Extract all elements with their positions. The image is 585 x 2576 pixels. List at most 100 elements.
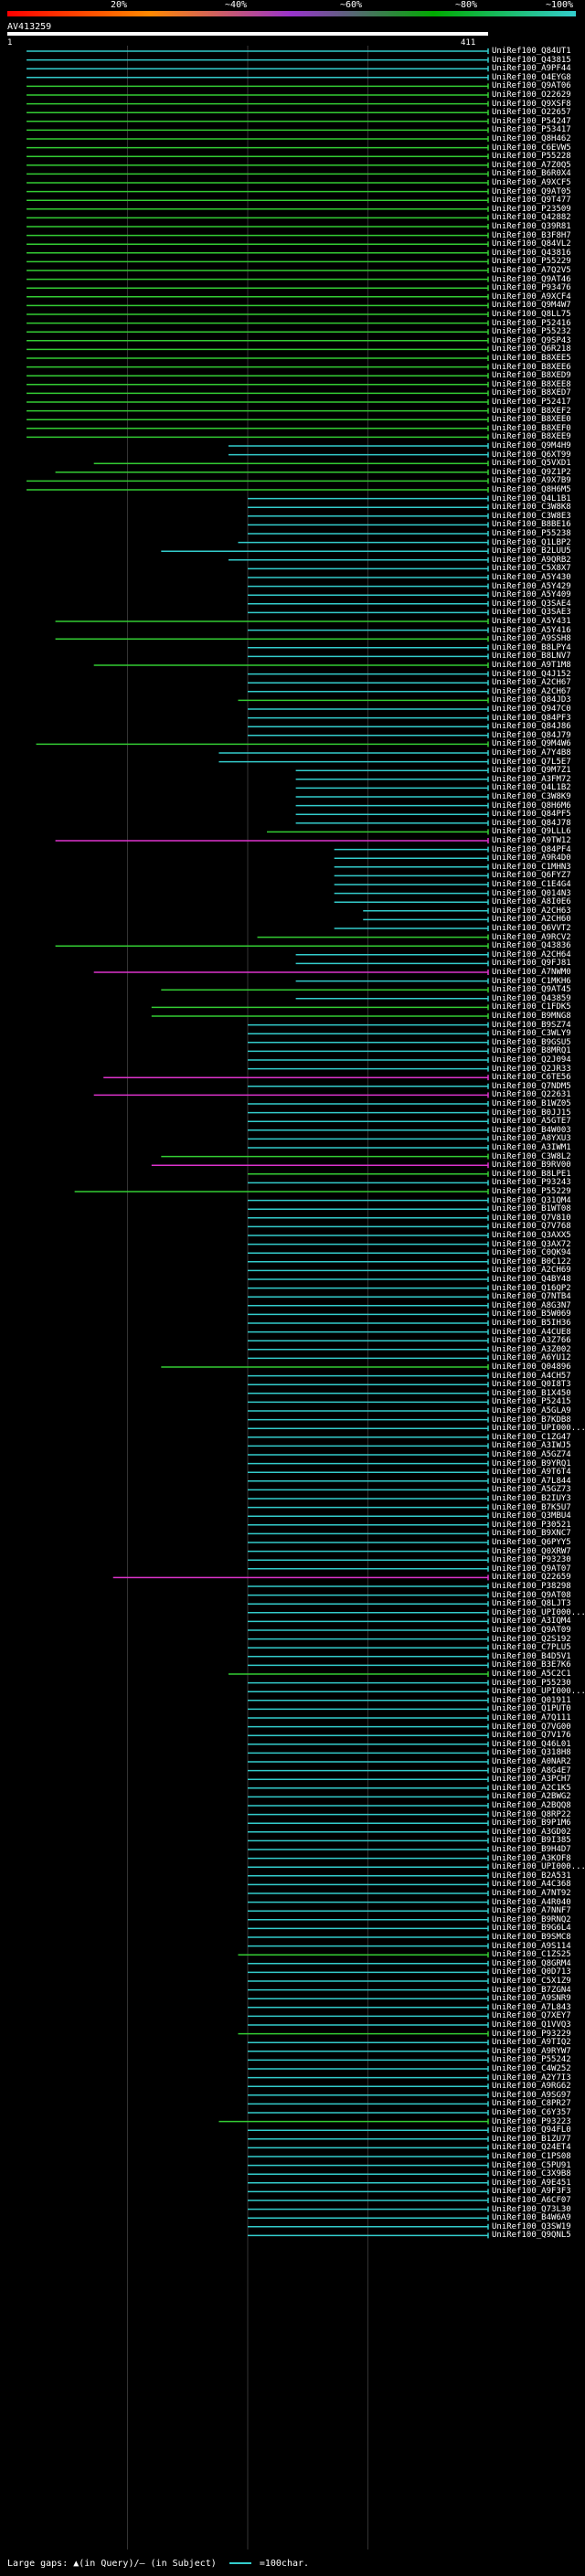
hit-label[interactable]: UniRef100_Q8LJT3 (492, 1599, 571, 1609)
hit-label[interactable]: UniRef100_Q9Z1P2 (492, 467, 571, 477)
hit-label[interactable]: UniRef100_B9GSU5 (492, 1037, 571, 1047)
hit-label[interactable]: UniRef100_C5X1Z9 (492, 1977, 571, 1986)
hit-label[interactable]: UniRef100_B8XEE9 (492, 432, 571, 442)
hit-label[interactable]: UniRef100_Q1PUT0 (492, 1704, 571, 1714)
hit-label[interactable]: UniRef100_Q84JD3 (492, 695, 571, 705)
hit-label[interactable]: UniRef100_Q6PYY5 (492, 1538, 571, 1547)
hit-label[interactable]: UniRef100_P54247 (492, 116, 571, 126)
hit-label[interactable]: UniRef100_A3KOF8 (492, 1853, 571, 1863)
hit-label[interactable]: UniRef100_Q84J79 (492, 730, 571, 740)
hit-label[interactable]: UniRef100_Q4L1B1 (492, 493, 571, 504)
hit-label[interactable]: UniRef100_Q9AT06 (492, 81, 571, 91)
hit-label[interactable]: UniRef100_A8G3N7 (492, 1300, 571, 1310)
hit-label[interactable]: UniRef100_Q6FYZ7 (492, 871, 571, 881)
hit-label[interactable]: UniRef100_Q43836 (492, 941, 571, 951)
hit-label[interactable]: UniRef100_A8YXU3 (492, 1134, 571, 1144)
hit-label[interactable]: UniRef100_Q43816 (492, 248, 571, 258)
hit-label[interactable]: UniRef100_A5Y429 (492, 581, 571, 591)
hit-label[interactable]: UniRef100_B2IUY3 (492, 1494, 571, 1503)
hit-label[interactable]: UniRef100_Q84UT1 (492, 47, 571, 56)
hit-label[interactable]: UniRef100_A3IQM4 (492, 1617, 571, 1627)
hit-label[interactable]: UniRef100_B1X450 (492, 1388, 571, 1398)
hit-label[interactable]: UniRef100_Q9LLL6 (492, 827, 571, 837)
hit-label[interactable]: UniRef100_B8XEE5 (492, 354, 571, 363)
hit-label[interactable]: UniRef100_A7Q111 (492, 1713, 571, 1723)
hit-label[interactable]: UniRef100_A6CF07 (492, 2196, 571, 2205)
hit-label[interactable]: UniRef100_Q73L30 (492, 2204, 571, 2214)
hit-label[interactable]: UniRef100_A7L843 (492, 2002, 571, 2012)
hit-label[interactable]: UniRef100_Q0I8T3 (492, 1380, 571, 1390)
hit-label[interactable]: UniRef100_A7Q2V5 (492, 266, 571, 275)
hit-label[interactable]: UniRef100_A3Z002 (492, 1344, 571, 1354)
hit-label[interactable]: UniRef100_Q7VG00 (492, 1722, 571, 1732)
hit-label[interactable]: UniRef100_A2C1K5 (492, 1783, 571, 1793)
hit-label[interactable]: UniRef100_P55242 (492, 2055, 571, 2065)
hit-label[interactable]: UniRef100_P53417 (492, 125, 571, 135)
hit-label[interactable]: UniRef100_A5GLA9 (492, 1406, 571, 1415)
hit-label[interactable]: UniRef100_Q0D713 (492, 1967, 571, 1977)
hit-label[interactable]: UniRef100_Q84PF3 (492, 713, 571, 723)
hit-label[interactable]: UniRef100_Q0XRW7 (492, 1546, 571, 1556)
hit-label[interactable]: UniRef100_P52415 (492, 1397, 571, 1407)
hit-label[interactable]: UniRef100_P30521 (492, 1520, 571, 1530)
hit-label[interactable]: UniRef100_A2CH64 (492, 949, 571, 959)
hit-label[interactable]: UniRef100_Q9M4H9 (492, 441, 571, 451)
hit-label[interactable]: UniRef100_A9XCF4 (492, 292, 571, 302)
hit-label[interactable]: UniRef100_Q9AT08 (492, 1590, 571, 1600)
hit-label[interactable]: UniRef100_A9T6T4 (492, 1468, 571, 1478)
hit-label[interactable]: UniRef100_P55228 (492, 152, 571, 162)
hit-label[interactable]: UniRef100_A6YU12 (492, 1353, 571, 1363)
hit-label[interactable]: UniRef100_A9SNR9 (492, 1994, 571, 2004)
hit-label[interactable]: UniRef100_A8I0E6 (492, 897, 571, 907)
hit-label[interactable]: UniRef100_Q1VVQ3 (492, 2020, 571, 2030)
hit-label[interactable]: UniRef100_B8LPY4 (492, 642, 571, 652)
hit-label[interactable]: UniRef100_O4EYG8 (492, 72, 571, 82)
hit-label[interactable]: UniRef100_Q01911 (492, 1695, 571, 1705)
hit-label[interactable]: UniRef100_A3IWJ5 (492, 1441, 571, 1451)
hit-label[interactable]: UniRef100_B4W003 (492, 1125, 571, 1135)
hit-label[interactable]: UniRef100_P93476 (492, 283, 571, 293)
hit-label[interactable]: UniRef100_B9I385 (492, 1836, 571, 1846)
hit-label[interactable]: UniRef100_Q8H6M6 (492, 800, 571, 811)
hit-label[interactable]: UniRef100_C0QK94 (492, 1248, 571, 1258)
hit-label[interactable]: UniRef100_P93223 (492, 2116, 571, 2126)
hit-label[interactable]: UniRef100_B1WT08 (492, 1204, 571, 1214)
hit-label[interactable]: UniRef100_P93229 (492, 2029, 571, 2039)
hit-label[interactable]: UniRef100_Q2JR33 (492, 1064, 571, 1074)
hit-label[interactable]: UniRef100_Q8RP22 (492, 1809, 571, 1819)
hit-label[interactable]: UniRef100_Q4J152 (492, 669, 571, 679)
hit-label[interactable]: UniRef100_Q7V176 (492, 1731, 571, 1741)
hit-label[interactable]: UniRef100_A3PCH7 (492, 1775, 571, 1785)
hit-label[interactable]: UniRef100_Q7NDM5 (492, 1081, 571, 1091)
hit-label[interactable]: UniRef100_B8XEF0 (492, 423, 571, 433)
hit-label[interactable]: UniRef100_Q9M7Z1 (492, 766, 571, 776)
hit-label[interactable]: UniRef100_C3WLY9 (492, 1029, 571, 1039)
hit-label[interactable]: UniRef100_C3W8K8 (492, 503, 571, 513)
hit-label[interactable]: UniRef100_B8LNV7 (492, 652, 571, 662)
hit-label[interactable]: UniRef100_A9TW12 (492, 836, 571, 845)
hit-label[interactable]: UniRef100_B9SZ74 (492, 1020, 571, 1030)
hit-label[interactable]: UniRef100_Q7NTB4 (492, 1292, 571, 1302)
hit-label[interactable]: UniRef100_A5GZ74 (492, 1450, 571, 1459)
hit-label[interactable]: UniRef100_Q43859 (492, 993, 571, 1003)
hit-label[interactable]: UniRef100_P55230 (492, 1678, 571, 1688)
hit-label[interactable]: UniRef100_Q9QNL5 (492, 2231, 571, 2241)
hit-label[interactable]: UniRef100_P38298 (492, 1582, 571, 1591)
hit-label[interactable]: UniRef100_B3E7K6 (492, 1660, 571, 1670)
hit-label[interactable]: UniRef100_Q3SAE4 (492, 599, 571, 609)
hit-label[interactable]: UniRef100_Q84J78 (492, 818, 571, 828)
hit-label[interactable]: UniRef100_Q84J86 (492, 722, 571, 732)
hit-label[interactable]: UniRef100_Q9AT46 (492, 274, 571, 284)
hit-label[interactable]: UniRef100_B0C122 (492, 1256, 571, 1267)
hit-label[interactable]: UniRef100_Q7V810 (492, 1213, 571, 1223)
hit-label[interactable]: UniRef100_A3IWM1 (492, 1143, 571, 1152)
hit-label[interactable]: UniRef100_Q3AXX5 (492, 1231, 571, 1240)
hit-label[interactable]: UniRef100_A4R040 (492, 1897, 571, 1907)
hit-label[interactable]: UniRef100_C5X8X7 (492, 564, 571, 574)
hit-label[interactable]: UniRef100_Q7L5E7 (492, 757, 571, 767)
hit-label[interactable]: UniRef100_Q8H462 (492, 134, 571, 143)
hit-label[interactable]: UniRef100_A7L844 (492, 1476, 571, 1486)
hit-label[interactable]: UniRef100_A9RCV2 (492, 932, 571, 942)
hit-label[interactable]: UniRef100_Q014N3 (492, 888, 571, 898)
hit-label[interactable]: UniRef100_A4CH57 (492, 1371, 571, 1381)
